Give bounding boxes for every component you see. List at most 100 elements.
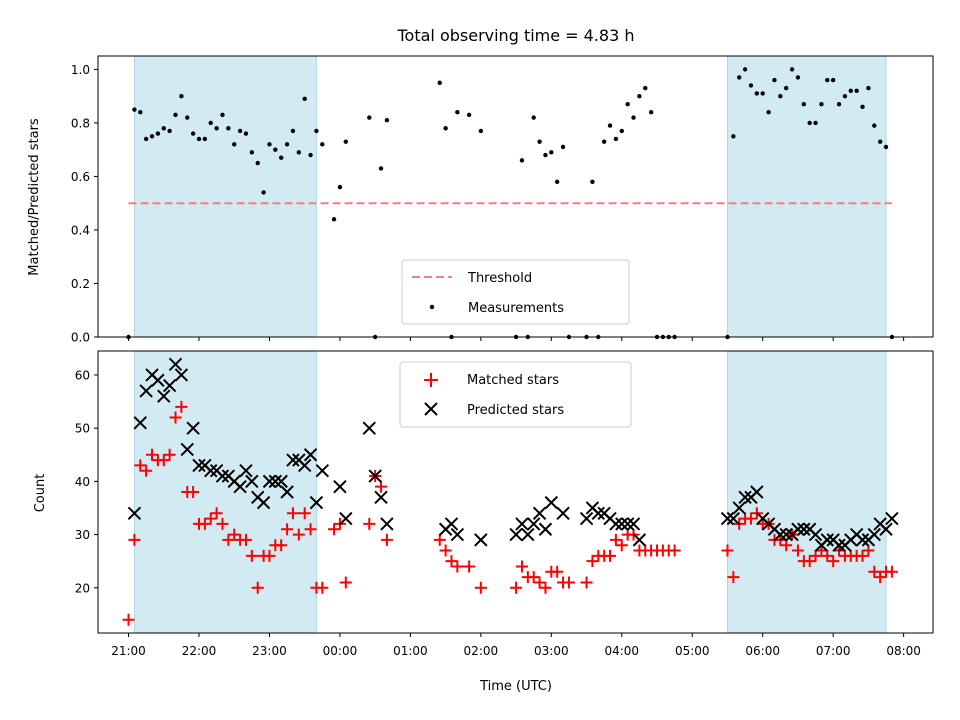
- measurement-point: [378, 166, 384, 171]
- matched-star-point: [339, 576, 352, 589]
- measurement-point: [795, 75, 801, 80]
- measurement-point: [290, 128, 296, 134]
- predicted-legend-swatch: [424, 402, 438, 416]
- measurement-point: [554, 179, 560, 184]
- predicted-star-point: [162, 378, 177, 393]
- measurement-point: [601, 139, 607, 144]
- matched-star-point: [780, 539, 793, 552]
- measurement-point: [854, 88, 859, 93]
- measurement-point: [813, 120, 818, 126]
- measurement-point: [220, 112, 225, 118]
- measurement-point: [455, 110, 460, 115]
- measurement-point: [772, 77, 777, 83]
- matched-star-point: [474, 581, 487, 594]
- x-tick-label: 03:00: [534, 644, 569, 658]
- predicted-star-point: [192, 458, 206, 473]
- measurement-point: [296, 150, 302, 155]
- matched-star-point: [187, 486, 200, 498]
- predicted-star-point: [773, 527, 788, 542]
- x-tick-label: 05:00: [675, 644, 710, 658]
- measurement-point: [208, 120, 213, 126]
- predicted-star-point: [362, 421, 376, 435]
- matched-star-point: [533, 576, 546, 589]
- bottom-x-axis: 21:00 22:00 23:00 00:00 01:00 02:00 03:00 04:00…: [111, 633, 921, 658]
- matched-legend-swatch: [424, 373, 438, 387]
- top-x-ticks: [128, 337, 905, 341]
- predicted-star-point: [280, 485, 294, 499]
- x-tick-label: 22:00: [182, 644, 217, 658]
- matched-star-point: [827, 555, 840, 568]
- predicted-star-point: [515, 517, 529, 531]
- top-shaded-region-0: [133, 55, 317, 338]
- x-tick-label: 04:00: [604, 644, 639, 658]
- matched-star-point: [615, 539, 628, 552]
- chart-title: Total observing time = 4.83 h: [396, 26, 634, 45]
- matched-star-point: [874, 571, 887, 584]
- matched-star-point: [222, 533, 235, 546]
- top-y-tick-label: 0.6: [71, 170, 90, 184]
- measurement-point: [179, 93, 184, 99]
- measurement-point: [783, 85, 789, 91]
- predicted-star-point: [297, 458, 312, 473]
- top-legend-box: [401, 259, 630, 325]
- measurement-point: [138, 110, 143, 115]
- matched-star-point: [140, 464, 153, 477]
- predicted-star-point: [732, 501, 746, 515]
- predicted-star-point: [303, 448, 318, 462]
- measurement-point: [637, 93, 642, 99]
- bottom-y-tick-label: 30: [75, 528, 90, 542]
- measurement-point: [308, 152, 313, 158]
- predicted-star-point: [779, 527, 793, 542]
- measurement-point: [132, 107, 137, 112]
- matched-star-point: [868, 565, 881, 578]
- measurement-point: [519, 158, 525, 163]
- predicted-star-point: [380, 517, 394, 531]
- predicted-star-point: [879, 522, 893, 536]
- matched-star-point: [586, 555, 599, 568]
- measurement-point: [537, 139, 542, 144]
- matched-star-point: [821, 549, 834, 562]
- predicted-star-point: [615, 517, 629, 531]
- predicted-star-point: [474, 533, 488, 547]
- predicted-star-point: [820, 533, 835, 547]
- matched-star-point: [721, 544, 734, 557]
- measurements-legend-label: Measurements: [468, 301, 564, 316]
- predicted-star-point: [726, 511, 741, 526]
- measurement-point: [149, 134, 155, 139]
- matched-star-point: [433, 533, 446, 546]
- predicted-star-point: [168, 357, 183, 372]
- predicted-star-point: [797, 522, 811, 536]
- matched-star-point: [245, 549, 258, 562]
- predicted-star-point: [632, 533, 647, 547]
- top-y-tick-label: 0.2: [71, 277, 90, 291]
- predicted-star-point: [151, 373, 165, 387]
- matched-star-point: [316, 581, 329, 594]
- top-y-tick-label: 0.8: [71, 116, 90, 130]
- measurement-point: [737, 75, 742, 80]
- predicted-star-point: [256, 495, 271, 510]
- measurement-point: [302, 96, 307, 102]
- measurement-point: [625, 101, 630, 107]
- predicted-star-point: [133, 416, 147, 430]
- measurement-point: [185, 115, 190, 120]
- matched-star-point: [463, 560, 476, 573]
- predicted-star-point: [368, 469, 382, 483]
- matched-star-point: [128, 533, 141, 546]
- matched-star-point: [551, 565, 564, 578]
- matched-star-point: [204, 512, 217, 525]
- bottom-shaded-region-1: [726, 350, 887, 634]
- predicted-star-point: [521, 527, 535, 542]
- measurement-point: [648, 110, 654, 115]
- matched-star-point: [744, 512, 757, 525]
- predicted-star-point: [579, 511, 594, 526]
- matched-star-point: [580, 576, 593, 589]
- bottom-y-tick-label: 40: [75, 475, 90, 489]
- predicted-star-point: [526, 517, 541, 531]
- measurement-point: [261, 190, 266, 195]
- matched-star-point: [281, 523, 294, 536]
- measurement-point: [273, 147, 278, 152]
- measurement-point: [613, 136, 619, 142]
- predicted-star-point: [791, 522, 805, 536]
- measurement-point: [173, 112, 178, 118]
